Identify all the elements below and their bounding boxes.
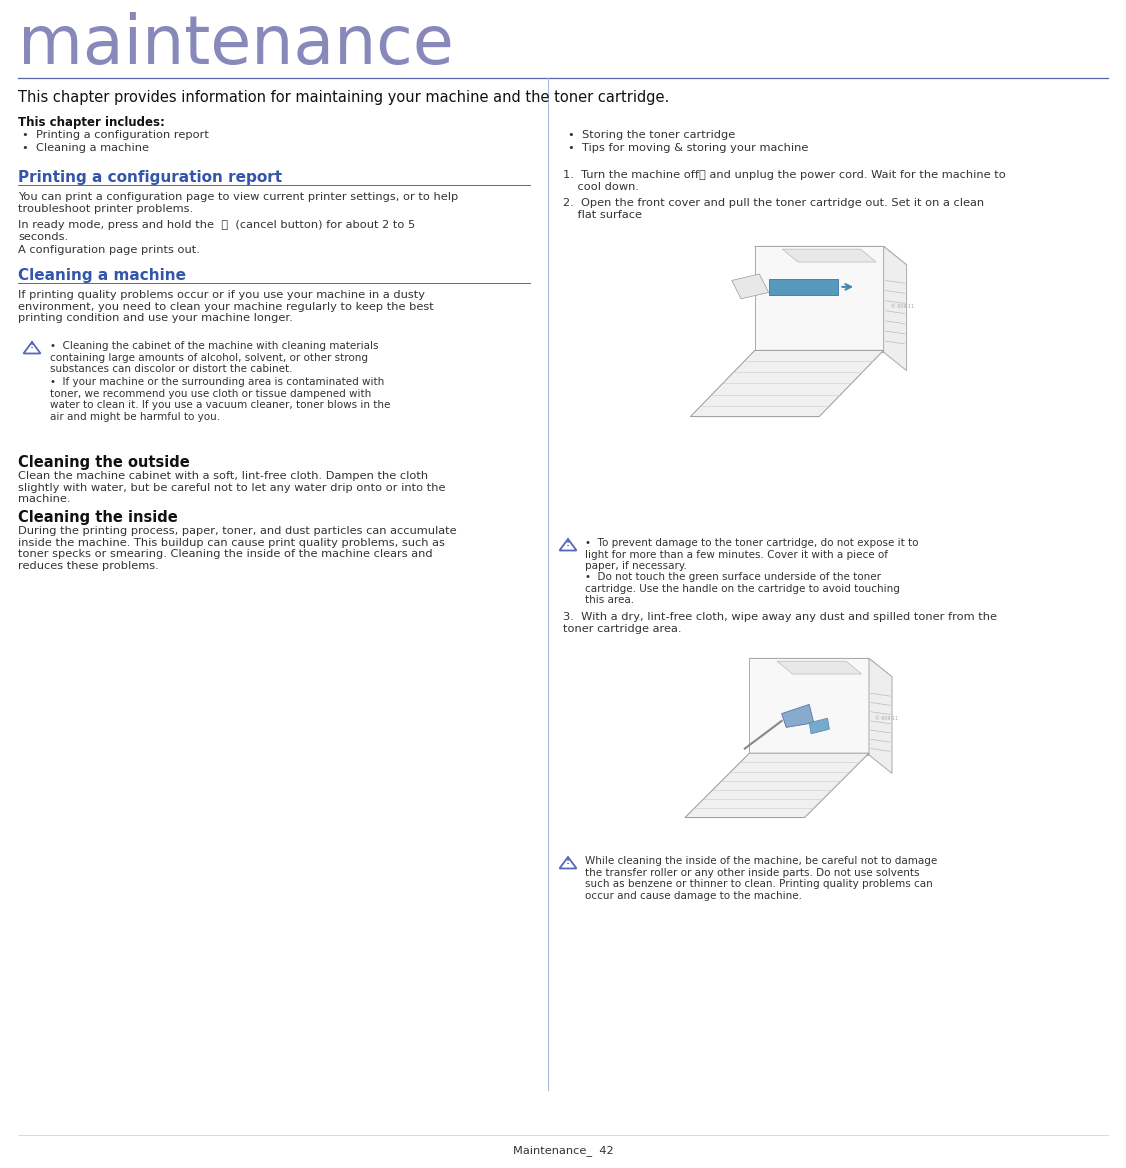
Text: •  Storing the toner cartridge: • Storing the toner cartridge — [568, 130, 735, 140]
Text: Printing a configuration report: Printing a configuration report — [18, 171, 283, 185]
Text: This chapter includes:: This chapter includes: — [18, 116, 164, 128]
Text: maintenance: maintenance — [18, 12, 454, 78]
Polygon shape — [732, 274, 769, 299]
Text: •  Cleaning a machine: • Cleaning a machine — [23, 142, 149, 153]
Text: © 609 11: © 609 11 — [875, 716, 899, 721]
Text: Cleaning a machine: Cleaning a machine — [18, 267, 186, 283]
Polygon shape — [685, 753, 869, 818]
Text: 2.  Open the front cover and pull the toner cartridge out. Set it on a clean
   : 2. Open the front cover and pull the ton… — [563, 199, 984, 220]
Text: •  Cleaning the cabinet of the machine with cleaning materials
containing large : • Cleaning the cabinet of the machine wi… — [50, 341, 378, 374]
Text: •  To prevent damage to the toner cartridge, do not expose it to
light for more : • To prevent damage to the toner cartrid… — [586, 538, 919, 571]
Text: Maintenance_  42: Maintenance_ 42 — [512, 1145, 614, 1156]
Text: You can print a configuration page to view current printer settings, or to help
: You can print a configuration page to vi… — [18, 192, 458, 214]
Polygon shape — [869, 659, 892, 773]
Text: 1.  Turn the machine offⓄ and unplug the power cord. Wait for the machine to
   : 1. Turn the machine offⓄ and unplug the … — [563, 171, 1006, 192]
Text: !: ! — [30, 341, 34, 350]
Text: Clean the machine cabinet with a soft, lint-free cloth. Dampen the cloth
slightl: Clean the machine cabinet with a soft, l… — [18, 471, 446, 505]
Polygon shape — [783, 249, 876, 262]
Polygon shape — [884, 246, 906, 370]
Text: © 609 11: © 609 11 — [891, 304, 914, 308]
Polygon shape — [777, 661, 861, 674]
Text: •  Tips for moving & storing your machine: • Tips for moving & storing your machine — [568, 142, 808, 153]
Polygon shape — [750, 659, 869, 755]
Text: •  Do not touch the green surface underside of the toner
cartridge. Use the hand: • Do not touch the green surface undersi… — [586, 572, 900, 605]
Polygon shape — [781, 704, 814, 728]
Text: If printing quality problems occur or if you use your machine in a dusty
environ: If printing quality problems occur or if… — [18, 290, 434, 324]
Polygon shape — [810, 718, 830, 734]
Polygon shape — [754, 246, 884, 353]
Text: !: ! — [566, 538, 570, 548]
Text: •  Printing a configuration report: • Printing a configuration report — [23, 130, 209, 140]
Text: This chapter provides information for maintaining your machine and the toner car: This chapter provides information for ma… — [18, 90, 669, 105]
Polygon shape — [690, 350, 884, 417]
Polygon shape — [769, 279, 838, 296]
Text: During the printing process, paper, toner, and dust particles can accumulate
ins: During the printing process, paper, tone… — [18, 526, 457, 571]
Polygon shape — [750, 659, 892, 676]
Text: While cleaning the inside of the machine, be careful not to damage
the transfer : While cleaning the inside of the machine… — [586, 856, 937, 901]
Text: •  If your machine or the surrounding area is contaminated with
toner, we recomm: • If your machine or the surrounding are… — [50, 377, 391, 422]
Polygon shape — [754, 246, 906, 265]
Text: !: ! — [566, 856, 570, 865]
Text: 3.  With a dry, lint-free cloth, wipe away any dust and spilled toner from the
t: 3. With a dry, lint-free cloth, wipe awa… — [563, 612, 997, 633]
Text: In ready mode, press and hold the  Ⓡ  (cancel button) for about 2 to 5
seconds.: In ready mode, press and hold the Ⓡ (can… — [18, 220, 415, 242]
Text: Cleaning the outside: Cleaning the outside — [18, 456, 190, 470]
Text: Cleaning the inside: Cleaning the inside — [18, 510, 178, 524]
Text: A configuration page prints out.: A configuration page prints out. — [18, 245, 200, 255]
